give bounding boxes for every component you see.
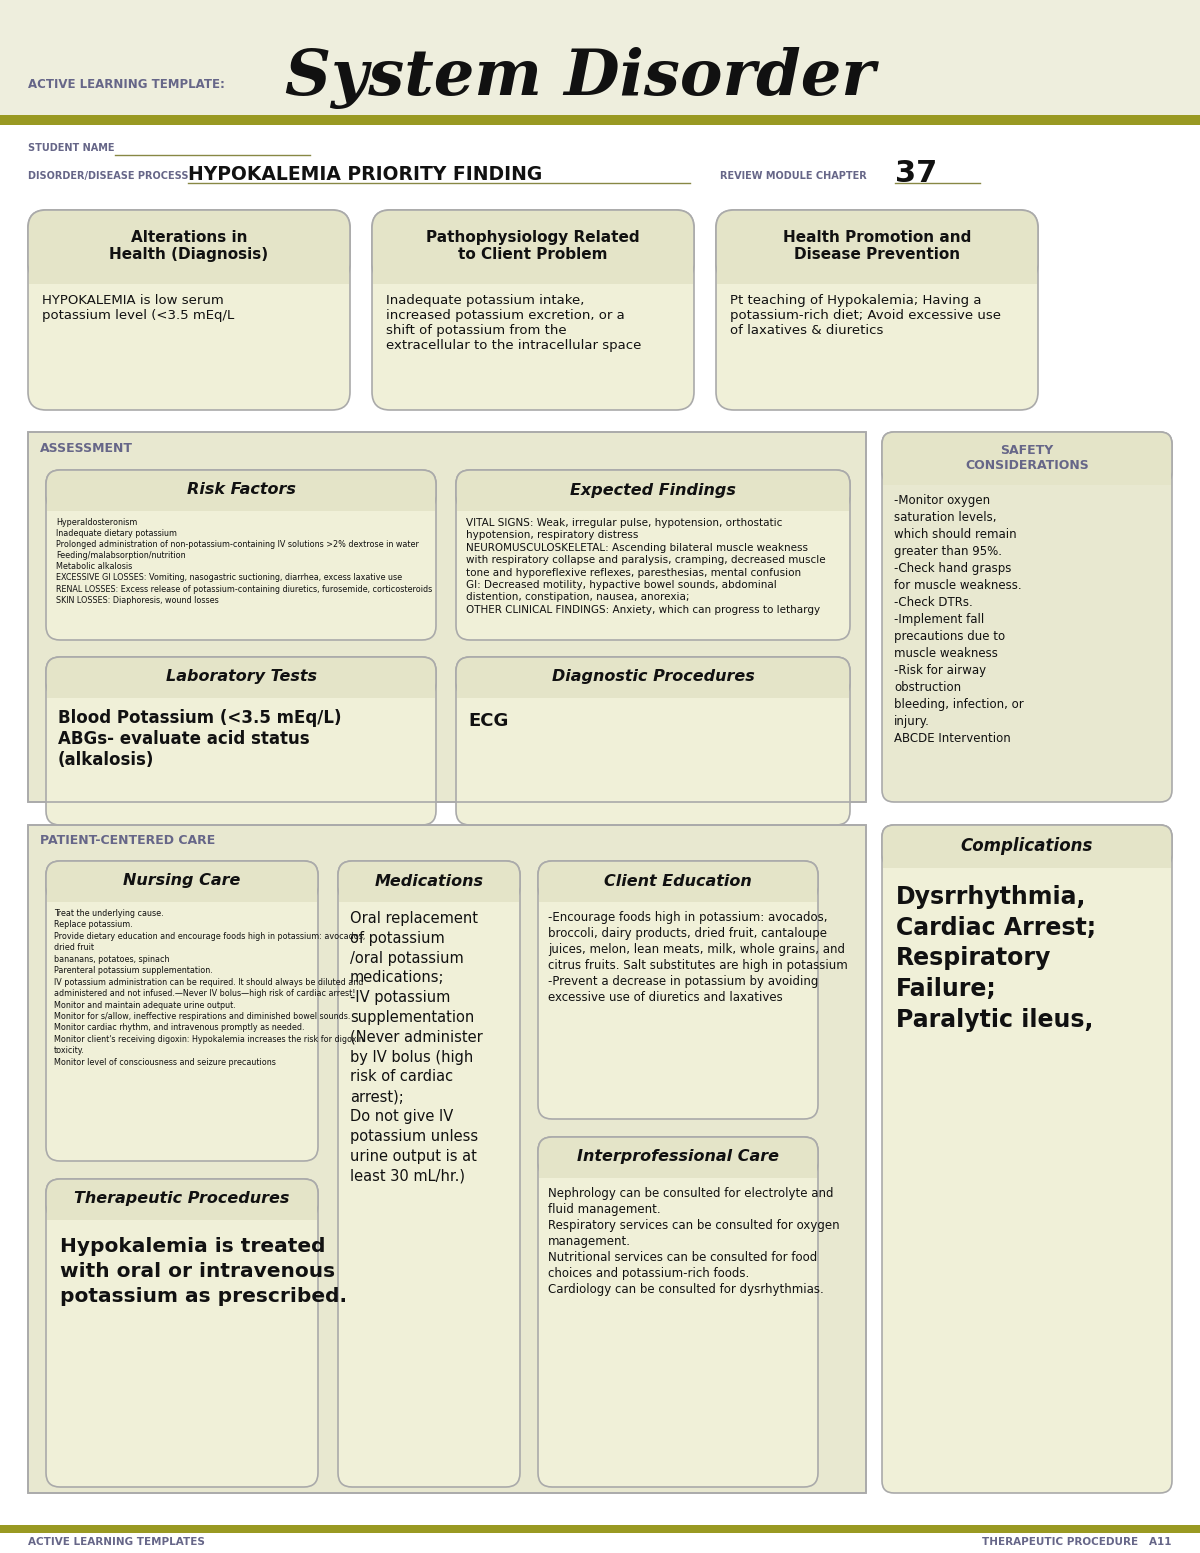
- Text: VITAL SIGNS: Weak, irregular pulse, hypotension, orthostatic
hypotension, respir: VITAL SIGNS: Weak, irregular pulse, hypo…: [466, 519, 826, 615]
- Bar: [883, 467, 1171, 485]
- Text: Medications: Medications: [374, 873, 484, 888]
- FancyBboxPatch shape: [882, 825, 1172, 867]
- Text: Alterations in
Health (Diagnosis): Alterations in Health (Diagnosis): [109, 230, 269, 262]
- Text: Blood Potassium (<3.5 mEq/L)
ABGs- evaluate acid status
(alkalosis): Blood Potassium (<3.5 mEq/L) ABGs- evalu…: [58, 710, 342, 769]
- Text: THERAPEUTIC PROCEDURE   A11: THERAPEUTIC PROCEDURE A11: [983, 1537, 1172, 1547]
- Text: ACTIVE LEARNING TEMPLATES: ACTIVE LEARNING TEMPLATES: [28, 1537, 205, 1547]
- Bar: [0, 1525, 1200, 1533]
- FancyBboxPatch shape: [28, 210, 350, 410]
- Text: Pathophysiology Related
to Client Problem: Pathophysiology Related to Client Proble…: [426, 230, 640, 262]
- Bar: [47, 887, 317, 902]
- FancyBboxPatch shape: [46, 471, 436, 509]
- FancyBboxPatch shape: [46, 860, 318, 1162]
- Text: Interprofessional Care: Interprofessional Care: [577, 1149, 779, 1165]
- Bar: [0, 124, 1200, 205]
- FancyBboxPatch shape: [46, 657, 436, 697]
- Bar: [718, 262, 1037, 284]
- Text: Health Promotion and
Disease Prevention: Health Promotion and Disease Prevention: [782, 230, 971, 262]
- FancyBboxPatch shape: [456, 657, 850, 697]
- Text: Treat the underlying cause.
Replace potassium.
Provide dietary education and enc: Treat the underlying cause. Replace pota…: [54, 909, 365, 1067]
- FancyBboxPatch shape: [538, 860, 818, 1120]
- Text: Risk Factors: Risk Factors: [186, 483, 295, 497]
- Text: Inadequate potassium intake,
increased potassium excretion, or a
shift of potass: Inadequate potassium intake, increased p…: [386, 294, 641, 353]
- Text: -Encourage foods high in potassium: avocados,
broccoli, dairy products, dried fr: -Encourage foods high in potassium: avoc…: [548, 912, 847, 1003]
- FancyBboxPatch shape: [456, 471, 850, 509]
- FancyBboxPatch shape: [46, 657, 436, 825]
- Bar: [28, 432, 866, 801]
- Text: HYPOKALEMIA is low serum
potassium level (<3.5 mEq/L: HYPOKALEMIA is low serum potassium level…: [42, 294, 234, 321]
- Bar: [457, 683, 850, 697]
- Bar: [340, 887, 520, 902]
- FancyBboxPatch shape: [716, 210, 1038, 283]
- Text: Nursing Care: Nursing Care: [124, 873, 241, 888]
- Text: Therapeutic Procedures: Therapeutic Procedures: [74, 1191, 289, 1207]
- FancyBboxPatch shape: [456, 657, 850, 825]
- Text: Expected Findings: Expected Findings: [570, 483, 736, 497]
- FancyBboxPatch shape: [882, 825, 1172, 1492]
- FancyBboxPatch shape: [882, 432, 1172, 801]
- Text: Complications: Complications: [961, 837, 1093, 856]
- Text: Hypokalemia is treated
with oral or intravenous
potassium as prescribed.: Hypokalemia is treated with oral or intr…: [60, 1238, 347, 1306]
- FancyBboxPatch shape: [338, 860, 520, 1488]
- Text: SAFETY
CONSIDERATIONS: SAFETY CONSIDERATIONS: [965, 444, 1088, 472]
- FancyBboxPatch shape: [538, 1137, 818, 1177]
- FancyBboxPatch shape: [372, 210, 694, 410]
- Bar: [0, 115, 1200, 124]
- Bar: [539, 1163, 817, 1179]
- FancyBboxPatch shape: [46, 1179, 318, 1219]
- FancyBboxPatch shape: [46, 471, 436, 640]
- Text: Dysrrhythmia,
Cardiac Arrest;
Respiratory
Failure;
Paralytic ileus,: Dysrrhythmia, Cardiac Arrest; Respirator…: [896, 885, 1096, 1031]
- Bar: [28, 825, 866, 1492]
- Bar: [457, 495, 850, 511]
- Bar: [47, 683, 436, 697]
- Text: ECG: ECG: [468, 711, 509, 730]
- FancyBboxPatch shape: [538, 1137, 818, 1488]
- Text: Pt teaching of Hypokalemia; Having a
potassium-rich diet; Avoid excessive use
of: Pt teaching of Hypokalemia; Having a pot…: [730, 294, 1001, 337]
- Text: System Disorder: System Disorder: [286, 47, 875, 109]
- FancyBboxPatch shape: [46, 1179, 318, 1488]
- Text: Oral replacement
of potassium
/oral potassium
medications;
-IV potassium
supplem: Oral replacement of potassium /oral pota…: [350, 912, 482, 1183]
- Text: ACTIVE LEARNING TEMPLATE:: ACTIVE LEARNING TEMPLATE:: [28, 79, 224, 92]
- Text: Nephrology can be consulted for electrolyte and
fluid management.
Respiratory se: Nephrology can be consulted for electrol…: [548, 1186, 840, 1297]
- Bar: [28, 825, 866, 1492]
- Text: Laboratory Tests: Laboratory Tests: [166, 669, 317, 685]
- FancyBboxPatch shape: [716, 210, 1038, 410]
- FancyBboxPatch shape: [456, 471, 850, 640]
- FancyBboxPatch shape: [372, 210, 694, 283]
- Bar: [47, 1205, 317, 1221]
- Text: DISORDER/DISEASE PROCESS: DISORDER/DISEASE PROCESS: [28, 171, 188, 182]
- Text: Hyperaldosteronism
Inadequate dietary potassium
Prolonged administration of non-: Hyperaldosteronism Inadequate dietary po…: [56, 519, 432, 604]
- Bar: [883, 853, 1171, 868]
- Bar: [29, 262, 349, 284]
- Bar: [373, 262, 694, 284]
- FancyBboxPatch shape: [46, 860, 318, 901]
- Bar: [28, 432, 866, 801]
- Bar: [47, 495, 436, 511]
- Text: REVIEW MODULE CHAPTER: REVIEW MODULE CHAPTER: [720, 171, 866, 182]
- Bar: [0, 0, 1200, 118]
- Text: Diagnostic Procedures: Diagnostic Procedures: [552, 669, 755, 685]
- Text: HYPOKALEMIA PRIORITY FINDING: HYPOKALEMIA PRIORITY FINDING: [188, 165, 542, 183]
- FancyBboxPatch shape: [538, 860, 818, 901]
- FancyBboxPatch shape: [882, 432, 1172, 485]
- Text: 37: 37: [895, 158, 937, 188]
- Text: PATIENT-CENTERED CARE: PATIENT-CENTERED CARE: [40, 834, 215, 848]
- Text: Client Education: Client Education: [604, 873, 752, 888]
- Bar: [539, 887, 817, 902]
- Text: -Monitor oxygen
saturation levels,
which should remain
greater than 95%.
-Check : -Monitor oxygen saturation levels, which…: [894, 494, 1024, 745]
- FancyBboxPatch shape: [28, 210, 350, 283]
- Text: ASSESSMENT: ASSESSMENT: [40, 441, 133, 455]
- Text: STUDENT NAME: STUDENT NAME: [28, 143, 114, 154]
- FancyBboxPatch shape: [338, 860, 520, 901]
